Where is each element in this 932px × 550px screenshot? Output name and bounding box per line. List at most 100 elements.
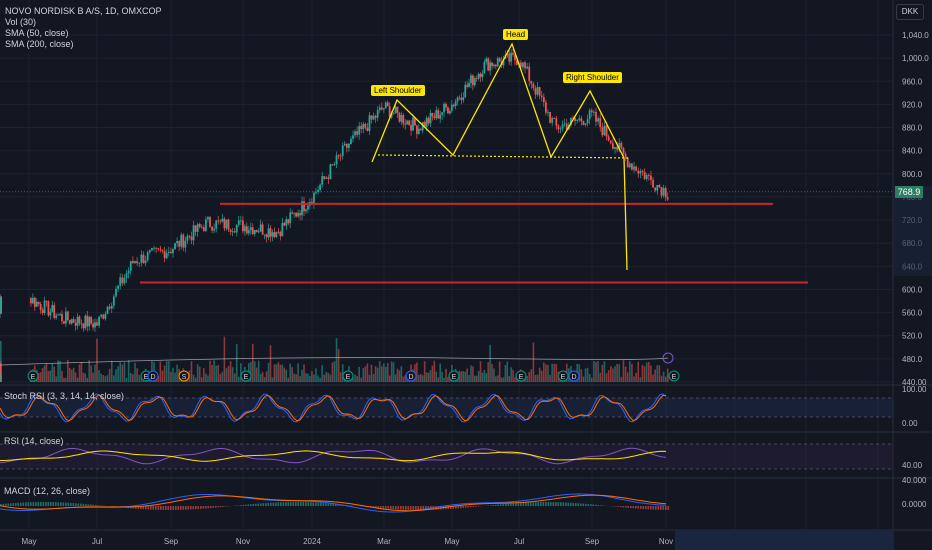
volume-bar bbox=[339, 372, 342, 382]
candle-body bbox=[325, 177, 328, 179]
candle-body bbox=[464, 84, 467, 98]
macd-histogram-bar bbox=[560, 502, 562, 506]
volume-bar bbox=[555, 364, 558, 382]
candle-body bbox=[0, 296, 2, 298]
macd-histogram-bar bbox=[457, 506, 460, 509]
volume-bar bbox=[123, 362, 126, 382]
candle-body bbox=[555, 118, 558, 126]
macd-histogram-bar bbox=[397, 506, 400, 510]
volume-bar bbox=[132, 374, 134, 382]
macd-histogram-bar bbox=[300, 502, 302, 506]
macd-histogram-bar bbox=[42, 502, 45, 506]
candle-body bbox=[404, 123, 407, 125]
candle-body bbox=[347, 143, 350, 148]
candle-body bbox=[194, 225, 197, 232]
candle-body bbox=[462, 97, 465, 101]
volume-bar bbox=[508, 376, 511, 382]
macd-histogram-bar bbox=[305, 502, 307, 506]
candle-body bbox=[570, 117, 572, 125]
volume-bar bbox=[119, 362, 122, 382]
macd-histogram-bar bbox=[505, 503, 507, 506]
candle-body bbox=[180, 234, 183, 247]
candle-body bbox=[637, 170, 640, 174]
volume-bar bbox=[217, 364, 220, 382]
macd-histogram-bar bbox=[597, 504, 600, 506]
symbol-title: NOVO NORDISK B A/S, 1D, OMXCOP bbox=[5, 6, 162, 16]
candle-body bbox=[559, 128, 562, 130]
currency-badge[interactable]: DKK bbox=[896, 4, 924, 20]
volume-bar bbox=[528, 372, 531, 382]
volume-bar bbox=[370, 364, 373, 382]
volume-bar bbox=[394, 374, 397, 382]
candle-body bbox=[586, 119, 589, 124]
volume-bar bbox=[447, 376, 449, 382]
candle-body bbox=[190, 236, 193, 241]
macd-histogram-bar bbox=[652, 506, 655, 510]
macd-histogram-bar bbox=[22, 502, 25, 506]
macd-histogram-bar bbox=[65, 502, 67, 506]
candle-body bbox=[259, 224, 262, 232]
macd-histogram-bar bbox=[75, 503, 77, 506]
volume-bar bbox=[47, 371, 50, 382]
price-tick-label: 800.0 bbox=[902, 170, 923, 179]
candle-body bbox=[483, 61, 486, 74]
macd-histogram-bar bbox=[510, 503, 512, 506]
volume-bar bbox=[435, 371, 438, 382]
macd-histogram-bar bbox=[55, 502, 57, 506]
candle-body bbox=[333, 164, 336, 166]
candle-body bbox=[376, 110, 379, 118]
macd-histogram-bar bbox=[550, 502, 552, 506]
candle-body bbox=[452, 104, 455, 107]
volume-bar bbox=[55, 376, 57, 382]
candle-body bbox=[198, 224, 201, 227]
macd-histogram-bar bbox=[280, 502, 282, 506]
volume-bar bbox=[383, 363, 385, 382]
candle-body bbox=[94, 322, 96, 328]
candle-body bbox=[104, 313, 107, 319]
macd-histogram-bar bbox=[592, 504, 595, 506]
macd-histogram-bar bbox=[565, 502, 567, 506]
candle-body bbox=[510, 52, 513, 62]
candle-body bbox=[271, 232, 274, 237]
event-marker-label: D bbox=[150, 374, 155, 381]
candle-body bbox=[329, 164, 332, 180]
macd-histogram-bar bbox=[50, 502, 52, 506]
candle-body bbox=[155, 247, 158, 249]
candlesticks bbox=[0, 48, 669, 332]
volume-bar bbox=[194, 377, 197, 382]
volume-bar bbox=[593, 360, 595, 382]
volume-bar bbox=[269, 345, 272, 382]
candle-body bbox=[427, 118, 430, 124]
support-levels bbox=[0, 191, 893, 284]
oscillator-tick-label: 100.00 bbox=[902, 385, 927, 394]
volume-bar bbox=[601, 364, 604, 382]
candle-body bbox=[249, 227, 252, 231]
candle-body bbox=[666, 197, 669, 200]
macd-histogram-bar bbox=[97, 505, 100, 506]
volume-bar bbox=[297, 363, 299, 382]
volume-bar bbox=[609, 366, 612, 382]
volume-bar bbox=[551, 363, 553, 382]
candle-body bbox=[540, 95, 543, 97]
candle-body bbox=[0, 298, 2, 306]
candle-body bbox=[142, 254, 145, 264]
candle-body bbox=[182, 234, 185, 248]
candle-body bbox=[487, 58, 490, 71]
candle-body bbox=[307, 205, 309, 210]
volume-bar bbox=[287, 377, 290, 382]
volume-bar bbox=[588, 374, 591, 382]
time-tick-label: Sep bbox=[164, 537, 179, 546]
volume-bar bbox=[303, 364, 305, 382]
candle-body bbox=[489, 62, 492, 71]
macd-histogram-bar bbox=[537, 502, 540, 506]
macd-histogram-bar bbox=[85, 504, 87, 506]
volume-bar bbox=[313, 374, 315, 382]
time-tick-label: Jul bbox=[514, 537, 524, 546]
macd-histogram-bar bbox=[20, 502, 22, 506]
volume-bar bbox=[305, 373, 307, 382]
candle-body bbox=[565, 123, 568, 130]
event-marker-label: E bbox=[346, 374, 351, 381]
volume-bar bbox=[299, 376, 301, 382]
candle-body bbox=[242, 220, 244, 232]
